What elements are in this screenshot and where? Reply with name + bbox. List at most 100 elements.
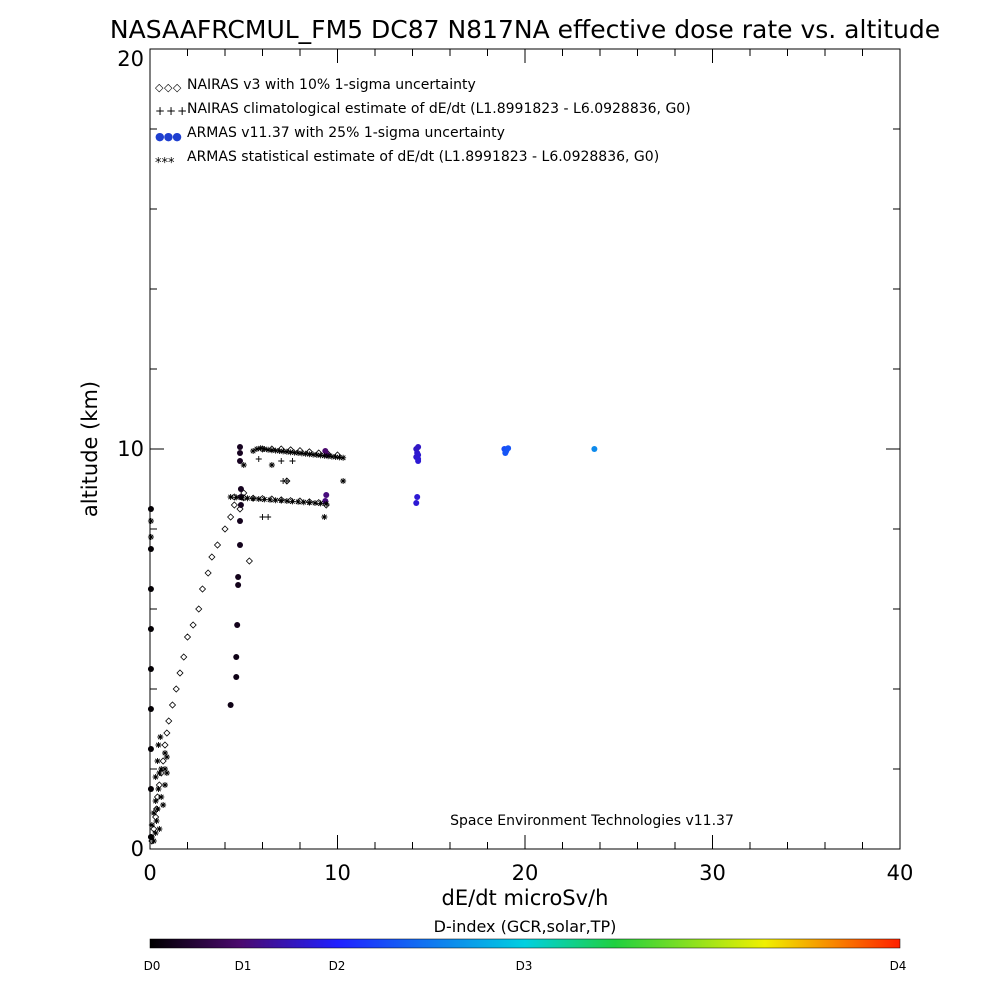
armas-dot-point	[237, 444, 243, 450]
nairas-diamond-point	[155, 781, 163, 789]
armas-dot-point	[235, 582, 242, 588]
chart-title: NASAAFRCMUL_FM5 DC87 N817NA effective do…	[110, 15, 940, 44]
armas-dot-point	[237, 450, 243, 456]
nairas-diamond-point	[227, 513, 235, 521]
armas-asterisk-point	[302, 450, 309, 457]
armas-dot-point	[147, 786, 154, 792]
armas-dot-point	[147, 666, 154, 672]
armas-dot-point	[237, 518, 243, 524]
x-axis-label: dE/dt microSv/h	[442, 886, 609, 910]
armas-asterisk-point	[280, 448, 287, 455]
colorbar-label-d1: D1	[235, 959, 252, 973]
nairas-plus-point	[289, 458, 296, 464]
armas-dot-point	[147, 506, 154, 512]
armas-dot-point	[227, 702, 234, 708]
x-tick-label-40: 40	[887, 861, 914, 885]
armas-asterisk-point	[162, 782, 168, 788]
legend-marker-armas-stat: ***	[155, 156, 175, 171]
nairas-diamond-point	[236, 505, 244, 513]
nairas-diamond-point	[183, 633, 192, 641]
armas-asterisk-point	[268, 447, 275, 454]
armas-asterisk-point	[158, 794, 165, 800]
armas-asterisk-point	[238, 494, 245, 501]
armas-dot-point	[237, 542, 243, 548]
nairas-diamond-point	[168, 701, 177, 709]
axis-ticks	[149, 48, 901, 850]
armas-asterisk-point	[152, 774, 159, 780]
armas-asterisk-point	[283, 498, 290, 504]
legend-marker-nairas-v3: ◇◇◇	[155, 81, 182, 94]
armas-asterisk-point	[340, 478, 347, 484]
armas-dot-point	[323, 492, 330, 498]
nairas-plus-point	[280, 478, 287, 484]
legend-marker-armas: ●●●	[155, 130, 181, 143]
nairas-diamond-point	[189, 621, 197, 629]
armas-dot-point	[591, 446, 598, 452]
y-tick-label-20: 20	[117, 47, 144, 71]
armas-asterisk-point	[336, 454, 343, 461]
colorbar	[149, 938, 901, 949]
armas-asterisk-point	[160, 802, 167, 808]
armas-asterisk-point	[261, 446, 268, 452]
armas-asterisk-point	[317, 500, 324, 507]
armas-asterisk-point	[295, 450, 302, 456]
armas-asterisk-point	[162, 766, 168, 772]
armas-dot-point	[147, 546, 154, 552]
armas-asterisk-point	[268, 462, 275, 468]
y-axis-label: altitude (km)	[78, 381, 102, 517]
nairas-diamond-point	[153, 793, 162, 801]
armas-asterisk-point	[295, 498, 302, 505]
armas-asterisk-point	[321, 452, 328, 459]
colorbar-title: D-index (GCR,solar,TP)	[434, 917, 617, 936]
nairas-diamond-point	[213, 541, 222, 549]
nairas-diamond-point	[198, 585, 207, 593]
armas-dot-point	[233, 654, 240, 660]
nairas-diamond-point	[195, 605, 203, 613]
armas-asterisk-point	[272, 447, 279, 454]
nairas-diamond-point	[204, 569, 212, 577]
armas-asterisk-point	[321, 514, 328, 520]
y-tick-label-10: 10	[117, 437, 144, 461]
armas-asterisk-point	[283, 448, 290, 455]
nairas-diamond-point	[163, 729, 171, 737]
armas-asterisk-point	[227, 494, 234, 500]
armas-asterisk-point	[156, 770, 163, 776]
armas-asterisk-point	[323, 500, 330, 507]
legend-label-armas: ARMAS v11.37 with 25% 1-sigma uncertaint…	[187, 125, 505, 141]
x-tick-label-10: 10	[324, 861, 351, 885]
armas-asterisk-point	[152, 798, 159, 804]
armas-asterisk-point	[233, 494, 240, 501]
armas-asterisk-point	[261, 496, 268, 503]
armas-asterisk-point	[267, 496, 273, 503]
armas-asterisk-point	[310, 451, 317, 458]
armas-asterisk-point	[306, 451, 313, 458]
armas-asterisk-point	[289, 498, 296, 505]
armas-asterisk-point	[332, 454, 339, 460]
armas-asterisk-point	[152, 830, 159, 836]
armas-asterisk-point	[153, 818, 160, 824]
armas-asterisk-point	[240, 462, 247, 468]
nairas-diamond-point	[172, 685, 180, 693]
nairas-diamond-point	[221, 525, 229, 533]
nairas-plus-point	[255, 456, 262, 462]
armas-dot-point	[502, 450, 509, 456]
armas-asterisk-point	[306, 499, 313, 506]
armas-asterisk-point	[150, 838, 157, 844]
armas-asterisk-point	[313, 452, 320, 458]
x-tick-label-30: 30	[699, 861, 726, 885]
series-asterisk	[147, 445, 347, 844]
armas-asterisk-point	[162, 750, 168, 756]
armas-asterisk-point	[340, 454, 347, 461]
armas-dot-point	[233, 674, 240, 680]
armas-asterisk-point	[163, 770, 170, 776]
armas-dot-point	[147, 706, 154, 712]
legend-label-armas-stat: ARMAS statistical estimate of dE/dt (L1.…	[187, 149, 659, 165]
nairas-diamond-point	[161, 741, 169, 749]
armas-asterisk-point	[272, 497, 279, 504]
nairas-diamond-point	[159, 757, 167, 765]
armas-dot-point	[237, 486, 244, 492]
armas-asterisk-point	[154, 806, 161, 812]
armas-asterisk-point	[328, 453, 335, 460]
armas-asterisk-point	[147, 518, 154, 524]
